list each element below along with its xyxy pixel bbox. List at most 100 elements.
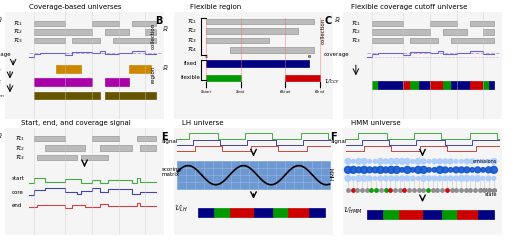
Bar [105,92,156,100]
Point [425,168,433,172]
Bar [443,29,467,35]
Bar [431,82,443,89]
Point [441,168,449,172]
Point [457,159,465,163]
Text: Flexible region: Flexible region [190,4,241,10]
Bar [56,65,81,73]
Point [382,176,390,180]
Point [436,159,444,163]
Point [371,176,379,180]
Point [484,168,492,172]
Text: signal: signal [331,139,347,144]
Bar [113,38,156,43]
Bar [285,75,320,82]
Point [430,159,438,163]
Bar [132,21,156,26]
Point [403,176,411,180]
Point [360,159,368,163]
Bar [140,145,156,151]
Bar [206,28,298,34]
Point [371,168,379,172]
Text: $\mathbb{R}$: $\mathbb{R}$ [162,24,168,33]
Text: scoring
matrix: scoring matrix [162,166,181,177]
Bar [410,82,419,89]
Text: state: state [485,192,497,197]
Text: $s_{start}$: $s_{start}$ [200,88,212,96]
Point [457,168,465,172]
Bar [272,208,289,217]
Text: $\mathbb{R}$: $\mathbb{R}$ [334,15,341,24]
Point [393,159,401,163]
Bar [309,208,325,217]
Point [463,159,471,163]
Point [360,176,368,180]
Bar [470,82,483,89]
Point [398,176,406,180]
Point [371,159,379,163]
Bar [367,210,383,219]
Bar [483,82,489,89]
Bar [34,29,93,35]
Text: HMM: HMM [331,166,335,180]
Bar [45,145,85,151]
Text: $\mathcal{R}_1$: $\mathcal{R}_1$ [15,133,24,143]
Text: $\mathcal{U}_{int}$: $\mathcal{U}_{int}$ [0,64,2,74]
Bar [443,82,451,89]
Bar [230,47,314,53]
Bar [372,21,404,26]
Text: core: core [11,190,23,195]
Point [474,168,482,172]
Text: $\mathcal{R}_3$: $\mathcal{R}_3$ [13,35,23,45]
Point [349,176,358,180]
Bar [254,208,272,217]
Point [484,176,492,180]
Bar [404,82,410,89]
Point [366,159,374,163]
Point [366,176,374,180]
Text: $\mathcal{R}_1$: $\mathcal{R}_1$ [187,16,197,26]
Point [409,176,417,180]
Point [355,176,363,180]
Text: $\mathcal{U}_{CC}$: $\mathcal{U}_{CC}$ [0,76,3,86]
Point [447,176,455,180]
Point [452,159,460,163]
Text: $\mathcal{U}_{CCF}$: $\mathcal{U}_{CCF}$ [324,76,340,86]
Point [376,176,385,180]
Bar [372,38,404,43]
Bar [105,78,129,86]
Text: coverage: coverage [324,52,350,57]
Point [387,159,395,163]
Point [420,168,428,172]
Point [355,168,363,172]
Bar [105,29,129,35]
Text: $s_{end}$: $s_{end}$ [236,88,246,96]
Text: $\mathcal{R}_3$: $\mathcal{R}_3$ [351,35,361,45]
Point [393,168,401,172]
Point [479,168,487,172]
Point [447,168,455,172]
Bar [198,208,214,217]
Point [490,176,498,180]
Text: $\mathcal{R}_2$: $\mathcal{R}_2$ [351,26,361,36]
Bar [378,82,404,89]
Bar [410,38,438,43]
Point [382,168,390,172]
Bar [34,92,100,100]
Point [425,159,433,163]
Bar [451,82,470,89]
Bar [34,38,66,43]
Point [409,168,417,172]
Point [490,168,498,172]
Point [349,168,358,172]
Point [349,159,358,163]
Bar [93,21,120,26]
Bar [289,208,309,217]
Bar [137,136,156,141]
Point [468,168,476,172]
Text: $\mathcal{R}_3$: $\mathcal{R}_3$ [187,35,197,45]
Point [474,159,482,163]
Point [403,168,411,172]
Text: collection: collection [150,22,155,49]
Bar [489,82,494,89]
Point [441,159,449,163]
